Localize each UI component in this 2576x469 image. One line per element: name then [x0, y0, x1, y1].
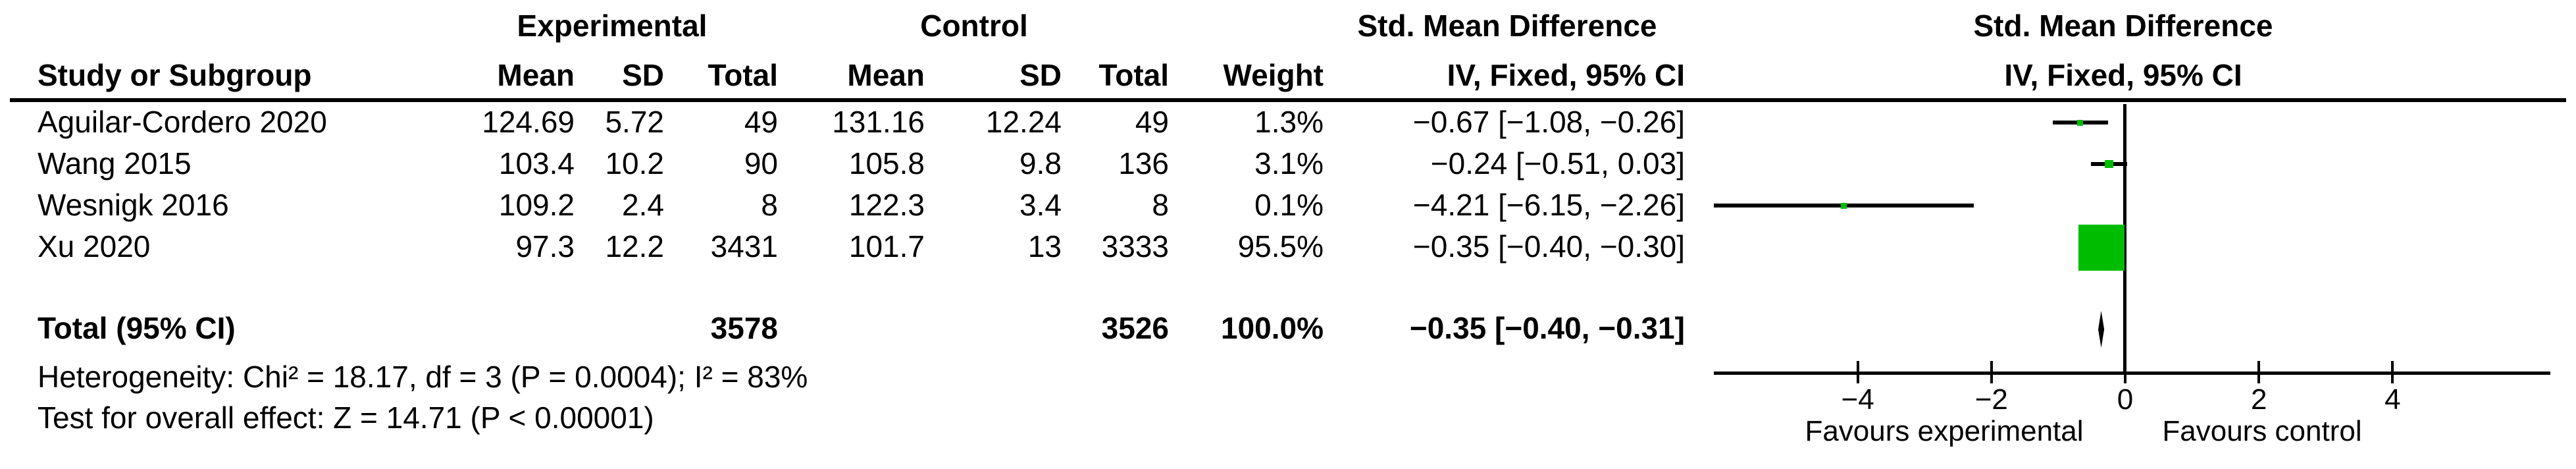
study-name: Aguilar-Cordero 2020 [38, 105, 327, 139]
exp-sd-value: 10.2 [605, 146, 664, 180]
ctl-sd-value: 13 [1027, 229, 1062, 263]
ci-text-value: −4.21 [−6.15, −2.26] [1412, 188, 1685, 222]
effect-square [2078, 225, 2125, 271]
weight-value: 0.1% [1254, 188, 1324, 222]
header-exp-total: Total [708, 58, 778, 92]
favours-experimental-label: Favours experimental [1805, 415, 2084, 447]
ctl-total-value: 8 [1152, 188, 1169, 222]
header-method-text: IV, Fixed, 95% CI [1447, 58, 1685, 92]
header-smd-text-column: Std. Mean Difference [1357, 9, 1657, 43]
ctl-sd-value: 3.4 [1019, 188, 1062, 222]
header-method-plot: IV, Fixed, 95% CI [2004, 58, 2242, 92]
header-exp-sd: SD [622, 58, 664, 92]
ctl-sd-value: 12.24 [985, 105, 1062, 139]
ci-text-value: −0.35 [−0.40, −0.30] [1412, 229, 1685, 263]
header-smd-plot-column: Std. Mean Difference [1973, 9, 2273, 43]
axis-tick [1990, 361, 1993, 383]
total-weight: 100.0% [1220, 311, 1324, 345]
ctl-total-value: 3333 [1101, 229, 1169, 263]
total-exp-total: 3578 [710, 311, 778, 345]
exp-total-value: 90 [744, 146, 778, 180]
total-ci-text: −0.35 [−0.40, −0.31] [1409, 311, 1685, 345]
ci-text-value: −0.24 [−0.51, 0.03] [1430, 146, 1685, 180]
total-diamond [2098, 311, 2105, 348]
axis-tick-label: −2 [1974, 383, 2008, 416]
ci-text-value: −0.67 [−1.08, −0.26] [1412, 105, 1685, 139]
header-control-group: Control [920, 9, 1028, 43]
header-ctl-total: Total [1098, 58, 1169, 92]
ctl-mean-value: 101.7 [848, 229, 925, 263]
favours-control-label: Favours control [2162, 415, 2362, 447]
weight-value: 3.1% [1254, 146, 1324, 180]
exp-sd-value: 2.4 [622, 188, 664, 222]
weight-value: 1.3% [1254, 105, 1324, 139]
header-experimental-group: Experimental [517, 9, 708, 43]
exp-mean-value: 103.4 [498, 146, 575, 180]
axis-tick-label: −4 [1841, 383, 1874, 416]
ctl-total-value: 136 [1118, 146, 1169, 180]
header-ctl-sd: SD [1019, 58, 1062, 92]
header-ctl-mean: Mean [847, 58, 925, 92]
ctl-mean-value: 105.8 [848, 146, 925, 180]
exp-total-value: 3431 [710, 229, 778, 263]
axis-tick [1856, 361, 1859, 383]
exp-mean-value: 109.2 [498, 188, 575, 222]
axis-tick-label: 4 [2384, 383, 2401, 416]
ctl-total-value: 49 [1135, 105, 1169, 139]
ctl-sd-value: 9.8 [1019, 146, 1062, 180]
header-divider-line [10, 98, 2566, 102]
total-ctl-total: 3526 [1101, 311, 1169, 345]
axis-tick [2124, 361, 2126, 383]
axis-tick [2391, 361, 2394, 383]
exp-sd-value: 5.72 [605, 105, 664, 139]
study-name: Wesnigk 2016 [38, 188, 229, 222]
exp-mean-value: 124.69 [482, 105, 575, 139]
axis-tick [2257, 361, 2261, 383]
study-name: Wang 2015 [38, 146, 192, 180]
effect-square [1840, 202, 1847, 209]
x-axis-line [1714, 372, 2550, 375]
exp-sd-value: 12.2 [605, 229, 664, 263]
header-exp-mean: Mean [497, 58, 575, 92]
ctl-mean-value: 131.16 [832, 105, 925, 139]
header-study-or-subgroup: Study or Subgroup [38, 58, 312, 92]
weight-value: 95.5% [1237, 229, 1324, 263]
study-name: Xu 2020 [38, 229, 151, 263]
exp-mean-value: 97.3 [515, 229, 575, 263]
zero-line [2123, 104, 2126, 373]
total-label: Total (95% CI) [38, 311, 236, 345]
axis-tick-label: 0 [2117, 383, 2134, 416]
header-weight: Weight [1223, 58, 1324, 92]
axis-tick-label: 2 [2250, 383, 2267, 416]
overall-effect-note: Test for overall effect: Z = 14.71 (P < … [38, 400, 654, 435]
effect-square [2105, 159, 2113, 169]
exp-total-value: 49 [744, 105, 778, 139]
ctl-mean-value: 122.3 [848, 188, 925, 222]
effect-square [2077, 119, 2084, 126]
heterogeneity-note: Heterogeneity: Chi² = 18.17, df = 3 (P =… [38, 360, 808, 394]
exp-total-value: 8 [761, 188, 778, 222]
